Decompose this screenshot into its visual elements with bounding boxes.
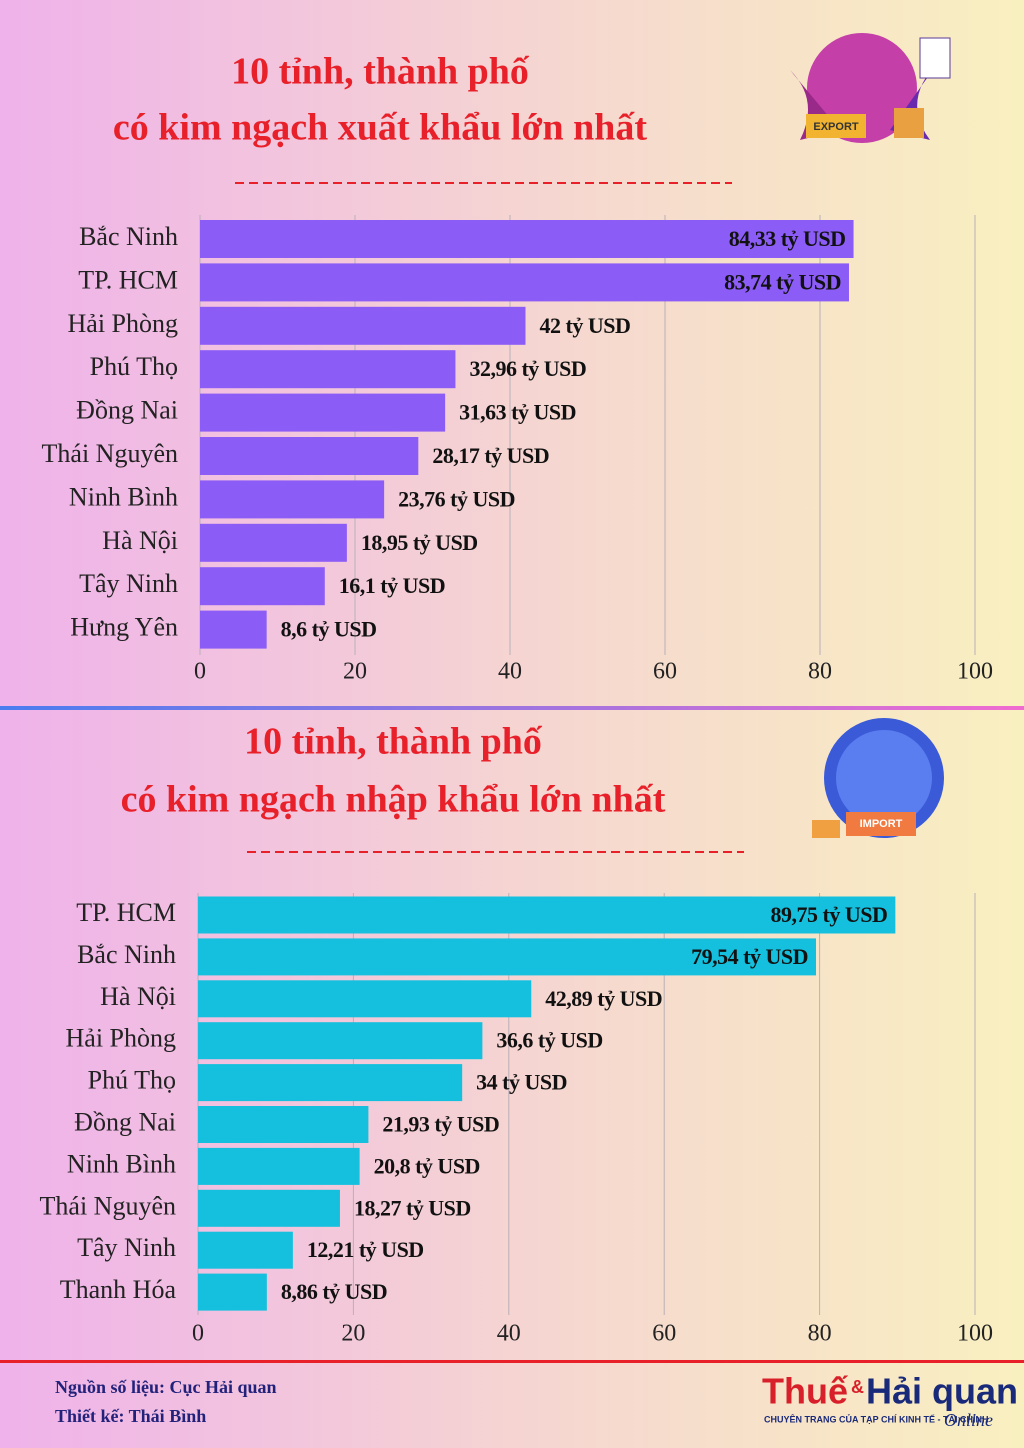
bar [200,306,526,345]
category-label: Tây Ninh [79,569,178,598]
bar [198,1147,360,1185]
bar [198,980,532,1018]
value-label: 31,63 tỷ USD [459,400,576,425]
bar [200,263,849,302]
illustration-label: EXPORT [813,121,859,133]
chart-title: 10 tỉnh, thành phố [244,721,543,763]
category-label: Tây Ninh [77,1233,176,1262]
value-label: 8,6 tỷ USD [281,617,377,642]
value-label: 32,96 tỷ USD [469,356,586,381]
bar [200,610,267,649]
bar [200,523,347,562]
logo-online: Online [944,1410,993,1430]
x-tick-label: 60 [653,659,677,685]
designer: Thiết kế: Thái Bình [55,1406,206,1426]
bar [198,1064,463,1102]
bar [198,1106,369,1143]
logo-part: & [851,1377,864,1397]
chart-title: 10 tỉnh, thành phố [231,51,530,93]
divider [0,1360,1024,1363]
chart-title: có kim ngạch xuất khẩu lớn nhất [113,107,648,149]
logo-tagline: CHUYÊN TRANG CỦA TẠP CHÍ KINH TẾ - TÀI C… [764,1413,989,1424]
export-illustration: EXPORT [790,33,951,143]
value-label: 20,8 tỷ USD [374,1153,480,1178]
value-label: 42 tỷ USD [540,313,631,338]
x-tick-label: 80 [808,659,832,685]
category-label: Hải Phòng [68,309,179,338]
value-label: 89,75 tỷ USD [771,902,888,927]
category-label: TP. HCM [78,265,178,294]
value-label: 12,21 tỷ USD [307,1237,424,1262]
logo: Thuế & Hải quan CHUYÊN TRANG CỦA TẠP CHÍ… [762,1371,1018,1431]
import-illustration: IMPORT [812,718,944,838]
bar [198,1022,483,1060]
category-label: Ninh Bình [67,1149,176,1178]
bar [198,896,896,934]
category-label: Đồng Nai [76,396,178,425]
x-tick-label: 80 [808,1321,832,1347]
x-tick-label: 0 [192,1321,204,1347]
value-label: 8,86 tỷ USD [281,1279,387,1304]
value-label: 21,93 tỷ USD [382,1112,499,1137]
bar [200,567,325,606]
x-tick-label: 60 [652,1321,676,1347]
value-label: 16,1 tỷ USD [339,573,445,598]
category-label: Phú Thọ [88,1066,176,1095]
bar [200,480,385,519]
category-label: Phú Thọ [90,352,178,381]
chart-title: có kim ngạch nhập khẩu lớn nhất [121,779,666,821]
category-label: Bắc Ninh [77,940,176,969]
bar [198,1189,340,1227]
bar [200,393,446,432]
x-tick-label: 20 [343,659,367,685]
category-label: Ninh Bình [69,482,178,511]
logo-part: Thuế [762,1371,849,1412]
divider [0,706,1024,710]
x-tick-label: 40 [497,1321,521,1347]
category-label: Thanh Hóa [60,1275,177,1304]
value-label: 23,76 tỷ USD [398,486,515,511]
x-tick-label: 100 [957,659,993,685]
value-label: 36,6 tỷ USD [496,1028,602,1053]
category-label: Thái Nguyên [40,1191,176,1220]
value-label: 18,95 tỷ USD [361,530,478,555]
category-label: TP. HCM [76,898,176,927]
x-tick-label: 100 [957,1321,993,1347]
value-label: 83,74 tỷ USD [724,269,841,294]
category-label: Hưng Yên [70,613,178,642]
category-label: Hà Nội [102,526,178,555]
logo-part: Hải quan [866,1371,1018,1412]
value-label: 42,89 tỷ USD [545,986,662,1011]
category-label: Hải Phòng [66,1024,177,1053]
value-label: 18,27 tỷ USD [354,1195,471,1220]
value-label: 84,33 tỷ USD [729,226,846,251]
x-tick-label: 0 [194,659,206,685]
category-label: Hà Nội [100,982,176,1011]
illustration-label: IMPORT [860,818,903,830]
value-label: 34 tỷ USD [476,1070,567,1095]
bar [198,938,817,976]
bar [198,1273,267,1311]
value-label: 79,54 tỷ USD [691,944,808,969]
category-label: Đồng Nai [74,1107,176,1136]
bar [200,437,419,475]
category-label: Bắc Ninh [79,222,178,251]
value-label: 28,17 tỷ USD [432,443,549,468]
source: Nguồn số liệu: Cục Hải quan [55,1377,277,1397]
bar [198,1231,293,1269]
x-tick-label: 20 [341,1321,365,1347]
bar [200,350,456,389]
category-label: Thái Nguyên [42,439,178,468]
bar [200,220,854,258]
x-tick-label: 40 [498,659,522,685]
